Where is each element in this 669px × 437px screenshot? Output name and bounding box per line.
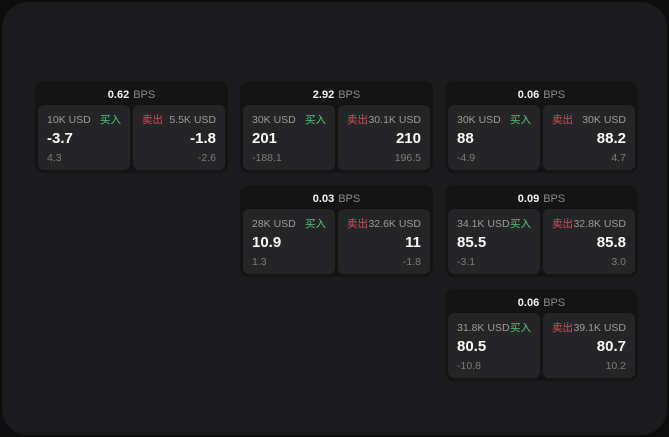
buy-amount: 10K USD (47, 113, 91, 126)
buy-side-label: 买入 (305, 114, 326, 126)
sell-panel[interactable]: 卖出 32.6K USD 11 -1.8 (338, 209, 430, 274)
buy-price: 85.5 (457, 234, 487, 252)
quote-panels: 34.1K USD 买入 85.5 -3.1 卖出 32.8K USD 85.8… (448, 209, 635, 274)
quote-panels: 30K USD 买入 88 -4.9 卖出 30K USD 88.2 4.7 (448, 105, 635, 170)
bps-label: BPS (338, 88, 361, 101)
sell-panel[interactable]: 卖出 30.1K USD 210 196.5 (338, 105, 430, 170)
buy-side-label: 买入 (510, 322, 531, 334)
sell-side-label: 卖出 (552, 114, 573, 126)
buy-sub-value: -3.1 (457, 256, 476, 268)
quote-panels: 28K USD 买入 10.9 1.3 卖出 32.6K USD 11 -1.8 (243, 209, 430, 274)
buy-side-label: 买入 (305, 218, 326, 230)
sell-price: 88.2 (596, 130, 626, 148)
bps-header: 0.62 BPS (38, 84, 225, 105)
sell-amount: 32.6K USD (368, 217, 421, 230)
buy-sub-value: 1.3 (252, 256, 267, 268)
bps-header: 0.06 BPS (448, 84, 635, 105)
quote-panels: 10K USD 买入 -3.7 4.3 卖出 5.5K USD -1.8 -2.… (38, 105, 225, 170)
buy-amount: 30K USD (457, 113, 501, 126)
sell-amount: 39.1K USD (573, 321, 626, 334)
sell-price: -1.8 (190, 130, 216, 148)
bps-value: 0.03 (312, 192, 335, 205)
sell-sub-value: 3.0 (611, 256, 626, 268)
buy-price: 10.9 (252, 234, 282, 252)
buy-amount: 31.8K USD (457, 321, 510, 334)
quote-card-2: 2.92 BPS 30K USD 买入 201 -188.1 卖出 30.1K … (240, 81, 433, 173)
sell-panel[interactable]: 卖出 30K USD 88.2 4.7 (543, 105, 635, 170)
sell-price: 80.7 (596, 338, 626, 356)
bps-value: 0.06 (517, 88, 540, 101)
bps-label: BPS (543, 88, 566, 101)
buy-sub-value: -188.1 (252, 152, 282, 164)
sell-price: 210 (395, 130, 421, 148)
quote-card-3: 0.06 BPS 30K USD 买入 88 -4.9 卖出 30K USD (445, 81, 638, 173)
quote-card-1: 0.62 BPS 10K USD 买入 -3.7 4.3 卖出 5.5K USD (35, 81, 228, 173)
bps-label: BPS (133, 88, 156, 101)
quote-panels: 30K USD 买入 201 -188.1 卖出 30.1K USD 210 1… (243, 105, 430, 170)
buy-panel[interactable]: 30K USD 买入 88 -4.9 (448, 105, 540, 170)
sell-side-label: 卖出 (552, 218, 573, 230)
bps-header: 0.09 BPS (448, 188, 635, 209)
bps-header: 0.03 BPS (243, 188, 430, 209)
buy-panel[interactable]: 31.8K USD 买入 80.5 -10.8 (448, 313, 540, 378)
sell-sub-value: 196.5 (394, 152, 421, 164)
buy-panel[interactable]: 10K USD 买入 -3.7 4.3 (38, 105, 130, 170)
sell-amount: 30.1K USD (368, 113, 421, 126)
sell-panel[interactable]: 卖出 5.5K USD -1.8 -2.6 (133, 105, 225, 170)
sell-side-label: 卖出 (142, 114, 163, 126)
sell-side-label: 卖出 (347, 114, 368, 126)
sell-sub-value: 4.7 (611, 152, 626, 164)
buy-panel[interactable]: 28K USD 买入 10.9 1.3 (243, 209, 335, 274)
buy-amount: 28K USD (252, 217, 296, 230)
sell-sub-value: 10.2 (605, 360, 626, 372)
buy-price: 88 (457, 130, 474, 148)
sell-sub-value: -1.8 (402, 256, 421, 268)
quote-card-4: 0.03 BPS 28K USD 买入 10.9 1.3 卖出 32.6K US… (240, 185, 433, 277)
bps-header: 0.06 BPS (448, 292, 635, 313)
buy-price: 201 (252, 130, 278, 148)
buy-side-label: 买入 (100, 114, 121, 126)
bps-label: BPS (543, 296, 566, 309)
buy-sub-value: -10.8 (457, 360, 481, 372)
sell-price: 11 (405, 234, 421, 252)
sell-amount: 30K USD (582, 113, 626, 126)
sell-amount: 5.5K USD (169, 113, 216, 126)
buy-price: 80.5 (457, 338, 487, 356)
buy-side-label: 买入 (510, 218, 531, 230)
bps-value: 0.09 (517, 192, 540, 205)
sell-amount: 32.8K USD (573, 217, 626, 230)
quote-card-5: 0.09 BPS 34.1K USD 买入 85.5 -3.1 卖出 32.8K… (445, 185, 638, 277)
buy-amount: 34.1K USD (457, 217, 510, 230)
bps-value: 0.06 (517, 296, 540, 309)
quote-card-grid: 0.62 BPS 10K USD 买入 -3.7 4.3 卖出 5.5K USD (35, 81, 638, 381)
buy-panel[interactable]: 30K USD 买入 201 -188.1 (243, 105, 335, 170)
buy-price: -3.7 (47, 130, 73, 148)
buy-panel[interactable]: 34.1K USD 买入 85.5 -3.1 (448, 209, 540, 274)
sell-panel[interactable]: 卖出 39.1K USD 80.7 10.2 (543, 313, 635, 378)
sell-side-label: 卖出 (347, 218, 368, 230)
bps-label: BPS (338, 192, 361, 205)
quote-card-6: 0.06 BPS 31.8K USD 买入 80.5 -10.8 卖出 39.1… (445, 289, 638, 381)
bps-value: 0.62 (107, 88, 130, 101)
bps-value: 2.92 (312, 88, 335, 101)
sell-panel[interactable]: 卖出 32.8K USD 85.8 3.0 (543, 209, 635, 274)
buy-sub-value: 4.3 (47, 152, 62, 164)
bps-header: 2.92 BPS (243, 84, 430, 105)
buy-amount: 30K USD (252, 113, 296, 126)
buy-sub-value: -4.9 (457, 152, 476, 164)
quote-panels: 31.8K USD 买入 80.5 -10.8 卖出 39.1K USD 80.… (448, 313, 635, 378)
bps-label: BPS (543, 192, 566, 205)
sell-price: 85.8 (596, 234, 626, 252)
sell-sub-value: -2.6 (197, 152, 216, 164)
buy-side-label: 买入 (510, 114, 531, 126)
sell-side-label: 卖出 (552, 322, 573, 334)
